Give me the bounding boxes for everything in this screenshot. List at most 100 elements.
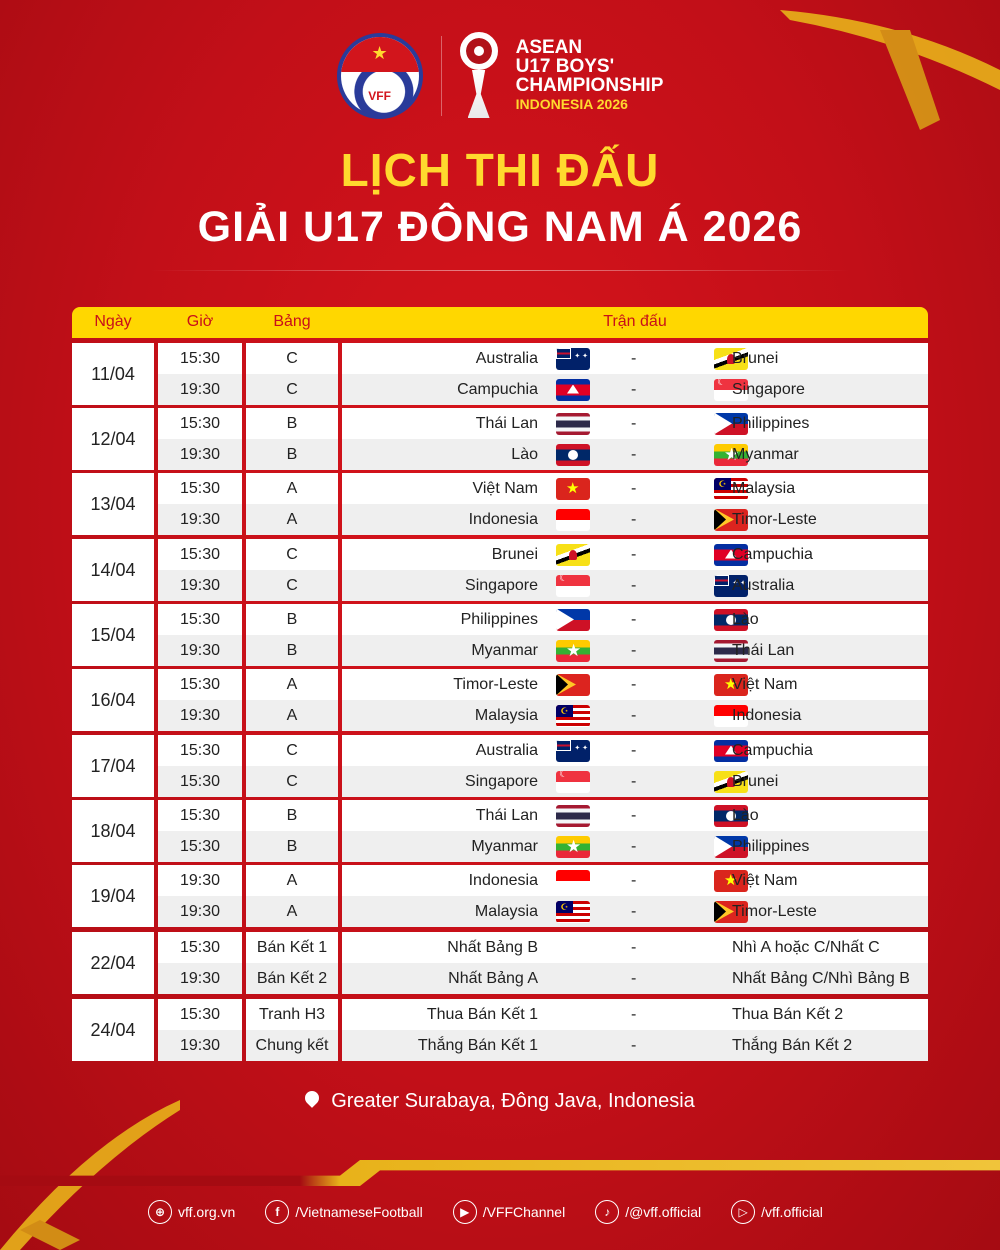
away-team: Brunei (732, 772, 779, 790)
social-link[interactable]: ▶ /VFFChannel (452, 1200, 566, 1224)
group-cell: B (246, 635, 338, 666)
flag-id-icon (556, 508, 590, 531)
flag-my-icon (556, 704, 590, 727)
vs-separator: - (631, 675, 637, 693)
social-label: /VFFChannel (482, 1204, 566, 1220)
time-cell: 19:30 (158, 700, 242, 731)
vs-separator: - (631, 445, 637, 463)
time-cell: 19:30 (158, 1030, 242, 1061)
home-team: Singapore (465, 772, 538, 790)
social-links: ⊕ vff.org.vn f/VietnameseFootball ▶ /VFFChan… (148, 1200, 853, 1224)
time-cell: 15:30 (158, 766, 242, 797)
match-row: Timor-Leste - Việt Nam (342, 669, 928, 700)
group-cell: A (246, 504, 338, 535)
away-team: Philippines (732, 414, 810, 432)
flag-la-icon (714, 804, 748, 827)
time-cell: 19:30 (158, 439, 242, 470)
vs-separator: - (631, 1005, 637, 1023)
home-team: Lào (511, 445, 538, 463)
vs-separator: - (631, 969, 637, 987)
flag-au-icon (556, 347, 590, 370)
social-link[interactable]: ⊕ vff.org.vn (148, 1200, 235, 1224)
flag-th-icon (556, 804, 590, 827)
away-team: Thắng Bán Kết 2 (732, 1036, 853, 1054)
away-team: Việt Nam (732, 675, 798, 693)
group-cell: B (246, 831, 338, 862)
flag-vn-icon (556, 477, 590, 500)
day-group: 22/04 15:30 Bán Kết 1 Nhất Bảng B - Nhì A… (72, 932, 928, 994)
date-cell: 17/04 (72, 735, 154, 797)
vs-separator: - (631, 902, 637, 920)
home-team: Thái Lan (475, 806, 538, 824)
group-cell: A (246, 865, 338, 896)
match-row: Việt Nam - Malaysia (342, 473, 928, 504)
away-team: Việt Nam (732, 871, 798, 889)
flag-au-icon (714, 574, 748, 597)
away-team: Indonesia (732, 706, 802, 724)
date-cell: 12/04 (72, 408, 154, 470)
tournament-logo-text: ASEAN U17 BOYS' CHAMPIONSHIP INDONESIA 2… (515, 37, 664, 112)
match-row: Thua Bán Kết 1 - Thua Bán Kết 2 (342, 999, 928, 1030)
away-team: Malaysia (732, 479, 796, 497)
group-cell: B (246, 604, 338, 635)
flag-sg-icon (556, 574, 590, 597)
social-link[interactable]: f/VietnameseFootball (265, 1200, 423, 1224)
date-cell: 22/04 (72, 932, 154, 994)
home-team: Australia (475, 741, 538, 759)
match-row: Brunei - Campuchia (342, 539, 928, 570)
match-row: Nhất Bảng A - Nhất Bảng C/Nhì Bảng B (342, 963, 928, 994)
day-group: 15/04 15:30 B Philippines - Lào 19:30 B M… (72, 604, 928, 666)
flag-sg-icon (714, 378, 748, 401)
flag-my-icon (714, 477, 748, 500)
match-row: Myanmar - Philippines (342, 831, 928, 862)
match-row: Singapore - Brunei (342, 766, 928, 797)
home-team: Philippines (460, 610, 538, 628)
match-row: Malaysia - Timor-Leste (342, 896, 928, 927)
vs-separator: - (631, 479, 637, 497)
match-row: Campuchia - Singapore (342, 374, 928, 405)
date-cell: 24/04 (72, 999, 154, 1061)
flag-tl-icon (556, 673, 590, 696)
vff-logo: ★ VFF (336, 33, 423, 119)
home-team: Brunei (491, 545, 538, 563)
youtube-icon: ▶ (452, 1200, 477, 1224)
group-cell: C (246, 735, 338, 766)
home-team: Thua Bán Kết 1 (426, 1005, 538, 1023)
flag-vn-icon (714, 869, 748, 892)
away-team: Singapore (732, 380, 805, 398)
match-row: Thái Lan - Philippines (342, 408, 928, 439)
social-link[interactable]: ♪ /@vff.official (595, 1200, 701, 1224)
date-cell: 16/04 (72, 669, 154, 731)
vs-separator: - (631, 741, 637, 759)
social-label: /vff.official (761, 1204, 823, 1220)
social-label: /VietnameseFootball (295, 1204, 423, 1220)
time-cell: 19:30 (158, 570, 242, 601)
away-team: Australia (732, 576, 795, 594)
social-link[interactable]: ▷ /vff.official (731, 1200, 823, 1224)
home-team: Thắng Bán Kết 1 (417, 1036, 538, 1054)
time-cell: 19:30 (158, 963, 242, 994)
home-team: Malaysia (474, 706, 538, 724)
time-cell: 15:30 (158, 408, 242, 439)
flag-kh-icon (714, 543, 748, 566)
time-cell: 19:30 (158, 504, 242, 535)
time-cell: 15:30 (158, 800, 242, 831)
home-team: Myanmar (471, 641, 538, 659)
date-cell: 15/04 (72, 604, 154, 666)
home-team: Nhất Bảng B (447, 938, 538, 956)
group-cell: Bán Kết 2 (246, 963, 338, 994)
home-team: Singapore (465, 576, 538, 594)
flag-bn-icon (714, 770, 748, 793)
date-cell: 14/04 (72, 539, 154, 601)
map-pin-icon (302, 1088, 323, 1108)
date-cell: 13/04 (72, 473, 154, 535)
facebook-icon: f (265, 1200, 290, 1224)
vs-separator: - (631, 871, 637, 889)
time-cell: 15:30 (158, 604, 242, 635)
social-label: /@vff.official (625, 1204, 702, 1220)
flag-th-icon (556, 412, 590, 435)
time-cell: 15:30 (158, 831, 242, 862)
home-team: Indonesia (468, 510, 538, 528)
